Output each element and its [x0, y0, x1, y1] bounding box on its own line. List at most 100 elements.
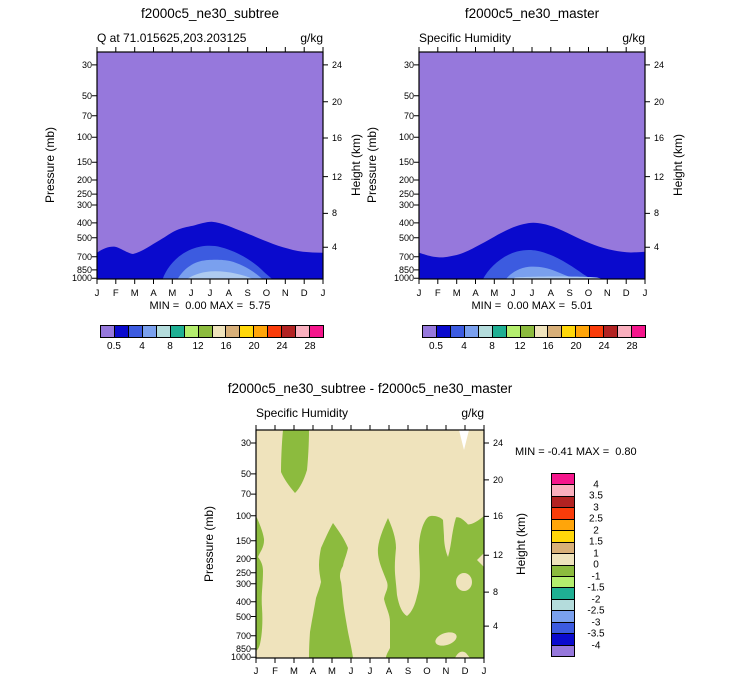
colorbar-swatch [423, 326, 437, 337]
month-label: M [130, 288, 139, 299]
colorbar [100, 325, 324, 338]
colorbar-swatch [436, 326, 451, 337]
colorbar-swatch [552, 508, 574, 520]
pressure-tick-label: 200 [398, 175, 414, 186]
height-axis-title: Height (km) [671, 133, 685, 197]
pressure-tick-label: 700 [235, 630, 251, 641]
height-tick-label: 8 [493, 587, 499, 598]
colorbar-tick-label: 0 [593, 559, 599, 571]
pressure-axis-labels: 30 50 70 100 150 200 250 300 400 500 700 850 1000 [217, 430, 251, 662]
month-label: J [510, 288, 516, 299]
colorbar-swatch [552, 565, 574, 577]
colorbar-tick-label: 2.5 [589, 513, 603, 525]
colorbar-tick-label: -2.5 [587, 605, 605, 617]
pressure-axis-title: Pressure (mb) [202, 505, 216, 583]
colorbar-tick-label: 12 [514, 341, 526, 352]
colorbar-swatch [548, 326, 563, 337]
colorbar-swatch [576, 326, 591, 337]
colorbar-swatch [310, 326, 323, 337]
colorbar-tick-label: 4 [139, 341, 145, 352]
pressure-tick-label: 850 [76, 264, 92, 275]
month-label: J [348, 666, 354, 677]
colorbar-swatch [552, 645, 574, 656]
pressure-tick-label: 150 [76, 157, 92, 168]
colorbar-tick-label: 3.5 [589, 490, 603, 502]
height-ticks [323, 64, 328, 248]
colorbar-swatch [506, 326, 521, 337]
colorbar-swatch [156, 326, 171, 337]
colorbar-swatch [552, 485, 574, 497]
panel-title: f2000c5_ne30_subtree - f2000c5_ne30_mast… [227, 381, 513, 396]
pressure-tick-label: 400 [398, 217, 414, 228]
colorbar-tick-label: 4 [461, 341, 467, 352]
minmax-label: MIN = -0.41 MAX = 0.80 [515, 446, 637, 458]
month-label: F [112, 288, 119, 299]
height-axis-title: Height (km) [514, 512, 528, 576]
height-axis-title: Height (km) [349, 133, 363, 197]
colorbar-swatch [198, 326, 213, 337]
height-tick-label: 16 [493, 511, 504, 522]
pressure-tick-label: 70 [403, 110, 414, 121]
subtitle-units: g/kg [300, 31, 323, 45]
height-tick-label: 16 [332, 133, 343, 144]
month-label: J [207, 288, 213, 299]
height-tick-label: 20 [654, 96, 665, 107]
pressure-tick-label: 70 [81, 110, 92, 121]
pressure-tick-label: 250 [398, 189, 414, 200]
month-label: D [461, 666, 469, 677]
colorbar-swatch [552, 554, 574, 566]
minmax-label: MIN = 0.00 MAX = 5.75 [149, 300, 271, 312]
colorbar-swatch [450, 326, 465, 337]
height-tick-label: 24 [493, 437, 504, 448]
colorbar-labels: 0.5 4 8 12 16 20 24 28 [422, 341, 646, 353]
height-tick-label: 12 [493, 550, 504, 561]
height-ticks [645, 64, 650, 248]
colorbar-swatch [254, 326, 269, 337]
pressure-tick-label: 30 [240, 437, 251, 448]
colorbar-swatch [618, 326, 633, 337]
colorbar-swatch [478, 326, 493, 337]
colorbar-swatch [534, 326, 549, 337]
colorbar-swatch [552, 519, 574, 532]
month-label: J [642, 288, 648, 299]
pressure-tick-label: 1000 [230, 652, 251, 663]
difference-colorbar [551, 473, 575, 657]
colorbar-tick-label: 12 [192, 341, 204, 352]
pressure-tick-label: 300 [398, 199, 414, 210]
height-axis-labels: 24 20 16 12 8 4 [654, 52, 680, 279]
pressure-tick-label: 250 [76, 189, 92, 200]
pressure-tick-label: 400 [235, 596, 251, 607]
pressure-tick-label: 700 [398, 251, 414, 262]
colorbar-tick-label: 20 [248, 341, 260, 352]
colorbar-swatch [464, 326, 479, 337]
pressure-tick-label: 100 [398, 132, 414, 143]
colorbar-swatch [552, 576, 574, 589]
colorbar-tick-label: 8 [167, 341, 173, 352]
height-tick-label: 8 [654, 208, 660, 219]
pressure-tick-label: 1000 [71, 273, 92, 284]
pressure-ticks [92, 64, 97, 279]
month-label: O [423, 666, 431, 677]
colorbar-tick-label: 16 [220, 341, 232, 352]
month-label: J [94, 288, 100, 299]
colorbar-swatch [170, 326, 185, 337]
month-label: S [404, 666, 412, 677]
colorbar-tick-label: 24 [276, 341, 288, 352]
pressure-tick-label: 50 [240, 468, 251, 479]
subtitle-units: g/kg [461, 406, 484, 420]
pressure-tick-label: 1000 [393, 273, 414, 284]
colorbar-tick-label: 28 [626, 341, 638, 352]
colorbar-tick-label: -4 [591, 640, 601, 651]
month-label: A [150, 288, 157, 299]
month-label: A [225, 288, 232, 299]
colorbar-swatch [552, 622, 574, 635]
pressure-tick-label: 850 [398, 264, 414, 275]
colorbar [422, 325, 646, 338]
month-label: A [309, 666, 317, 677]
height-tick-label: 16 [654, 133, 665, 144]
colorbar-swatch [142, 326, 157, 337]
month-label: J [416, 288, 422, 299]
month-label: N [281, 288, 289, 299]
pressure-axis-title: Pressure (mb) [43, 126, 57, 204]
